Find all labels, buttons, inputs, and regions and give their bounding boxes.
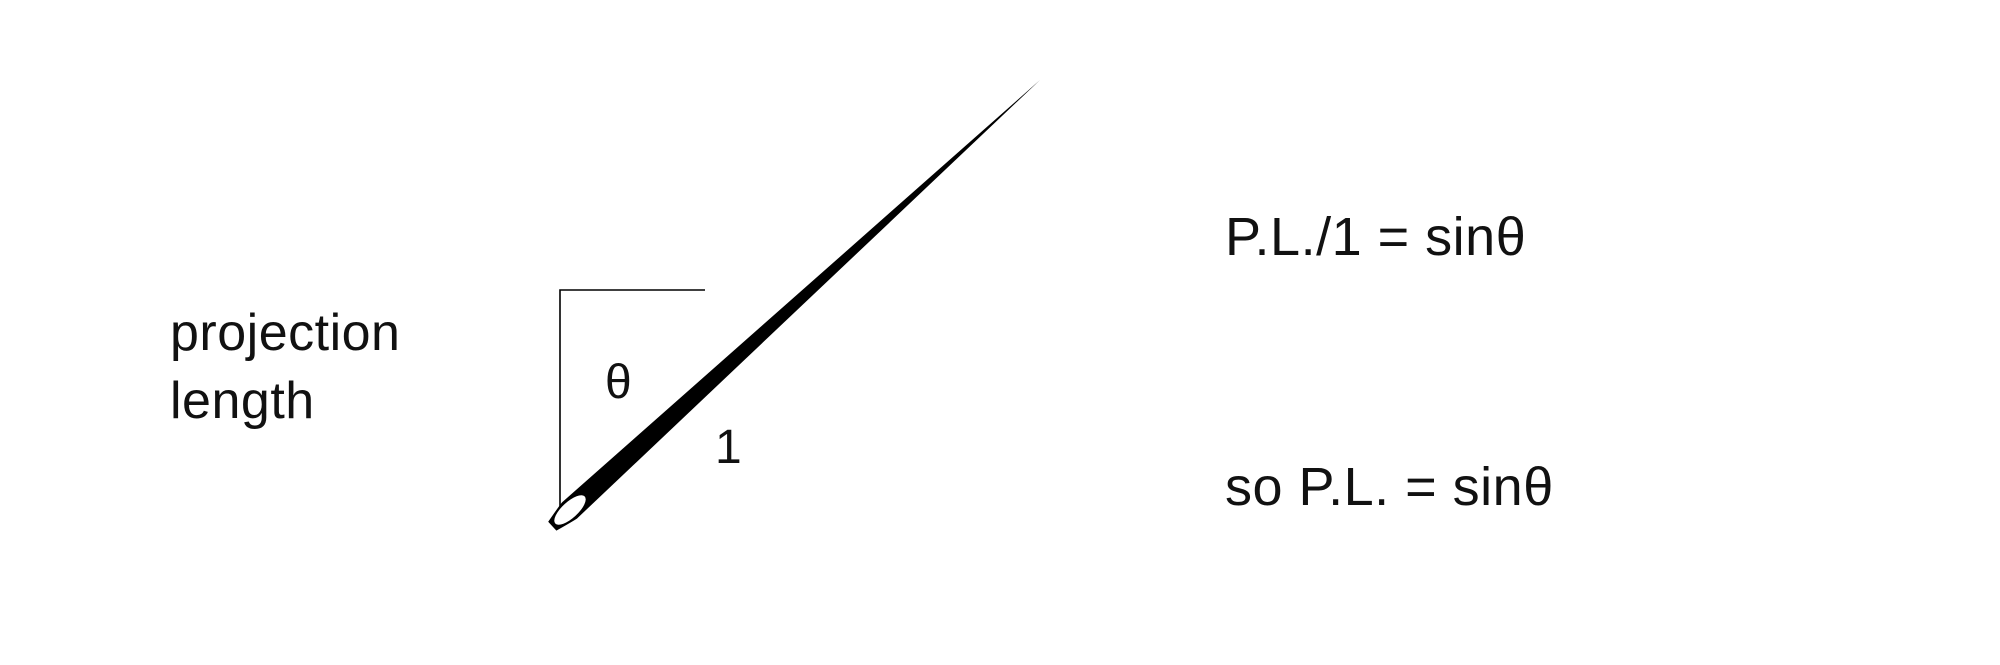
equation-1: P.L./1 = sinθ xyxy=(1225,205,1526,270)
equation-2: so P.L. = sinθ xyxy=(1225,455,1554,520)
needle-diagram: θ 1 xyxy=(510,50,1070,570)
projection-length-label: projection length xyxy=(170,300,400,435)
hypotenuse-length-label: 1 xyxy=(715,420,742,475)
theta-label: θ xyxy=(605,355,632,410)
projection-label-line1: projection xyxy=(170,300,400,368)
needle-icon xyxy=(548,80,1040,531)
needle-diagram-svg xyxy=(510,50,1070,570)
projection-label-line2: length xyxy=(170,368,400,436)
